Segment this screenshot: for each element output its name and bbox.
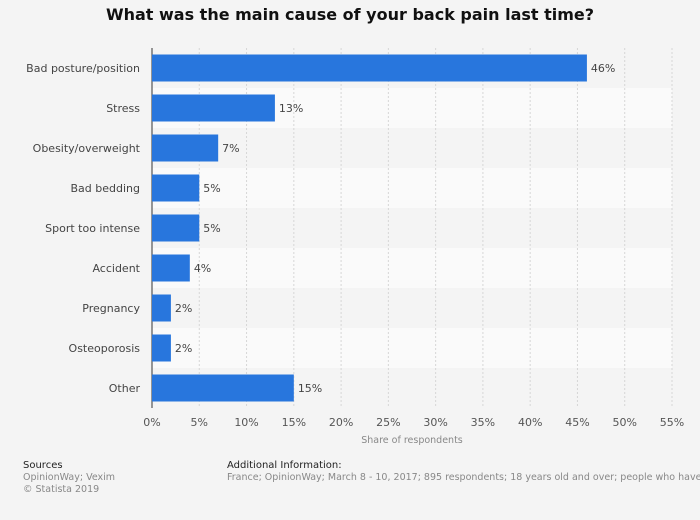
row-band	[152, 248, 672, 288]
x-tick-label: 50%	[613, 416, 637, 429]
additional-info-text: France; OpinionWay; March 8 - 10, 2017; …	[227, 472, 700, 483]
x-tick-label: 5%	[191, 416, 208, 429]
row-band	[152, 288, 672, 328]
x-axis-label: Share of respondents	[361, 435, 463, 446]
bar	[152, 294, 171, 322]
row-band	[152, 168, 672, 208]
sources-heading: Sources	[23, 460, 63, 471]
x-tick-label: 55%	[660, 416, 684, 429]
bar	[152, 214, 200, 242]
x-tick-label: 40%	[518, 416, 542, 429]
value-label: 4%	[194, 262, 211, 275]
value-label: 15%	[298, 382, 322, 395]
x-tick-label: 25%	[376, 416, 400, 429]
value-label: 13%	[279, 102, 303, 115]
category-label: Pregnancy	[82, 302, 140, 315]
category-label: Bad posture/position	[26, 62, 140, 75]
value-label: 7%	[222, 142, 239, 155]
x-tick-label: 10%	[234, 416, 258, 429]
sources-block: Sources OpinionWay; Vexim © Statista 201…	[23, 460, 115, 496]
row-band	[152, 128, 672, 168]
x-tick-label: 35%	[471, 416, 495, 429]
x-tick-label: 30%	[423, 416, 447, 429]
bar	[152, 134, 219, 162]
bar	[152, 94, 275, 122]
value-label: 2%	[175, 342, 192, 355]
value-label: 2%	[175, 302, 192, 315]
category-label: Obesity/overweight	[33, 142, 141, 155]
sources-text: OpinionWay; Vexim	[23, 472, 116, 483]
category-label: Sport too intense	[45, 222, 140, 235]
copyright-text: © Statista 2019	[23, 484, 100, 495]
row-band	[152, 328, 672, 368]
bar	[152, 374, 294, 402]
chart-title: What was the main cause of your back pai…	[105, 5, 595, 24]
bar	[152, 334, 171, 362]
bar	[152, 254, 190, 282]
bar	[152, 54, 587, 82]
value-label: 46%	[591, 62, 615, 75]
category-label: Accident	[92, 262, 140, 275]
category-label: Bad bedding	[71, 182, 141, 195]
category-label: Osteoporosis	[69, 342, 141, 355]
bar	[152, 174, 200, 202]
x-tick-label: 0%	[143, 416, 160, 429]
x-tick-label: 15%	[282, 416, 306, 429]
x-tick-label: 20%	[329, 416, 353, 429]
value-label: 5%	[203, 182, 220, 195]
row-band	[152, 208, 672, 248]
x-tick-label: 45%	[565, 416, 589, 429]
bar-chart: Bad posture/position 46% Stress 13% Obesity/…	[26, 48, 684, 446]
value-label: 5%	[203, 222, 220, 235]
category-label: Other	[109, 382, 141, 395]
additional-info-block: Additional Information: France; OpinionW…	[227, 460, 700, 484]
additional-info-heading: Additional Information:	[227, 460, 342, 471]
category-label: Stress	[106, 102, 140, 115]
